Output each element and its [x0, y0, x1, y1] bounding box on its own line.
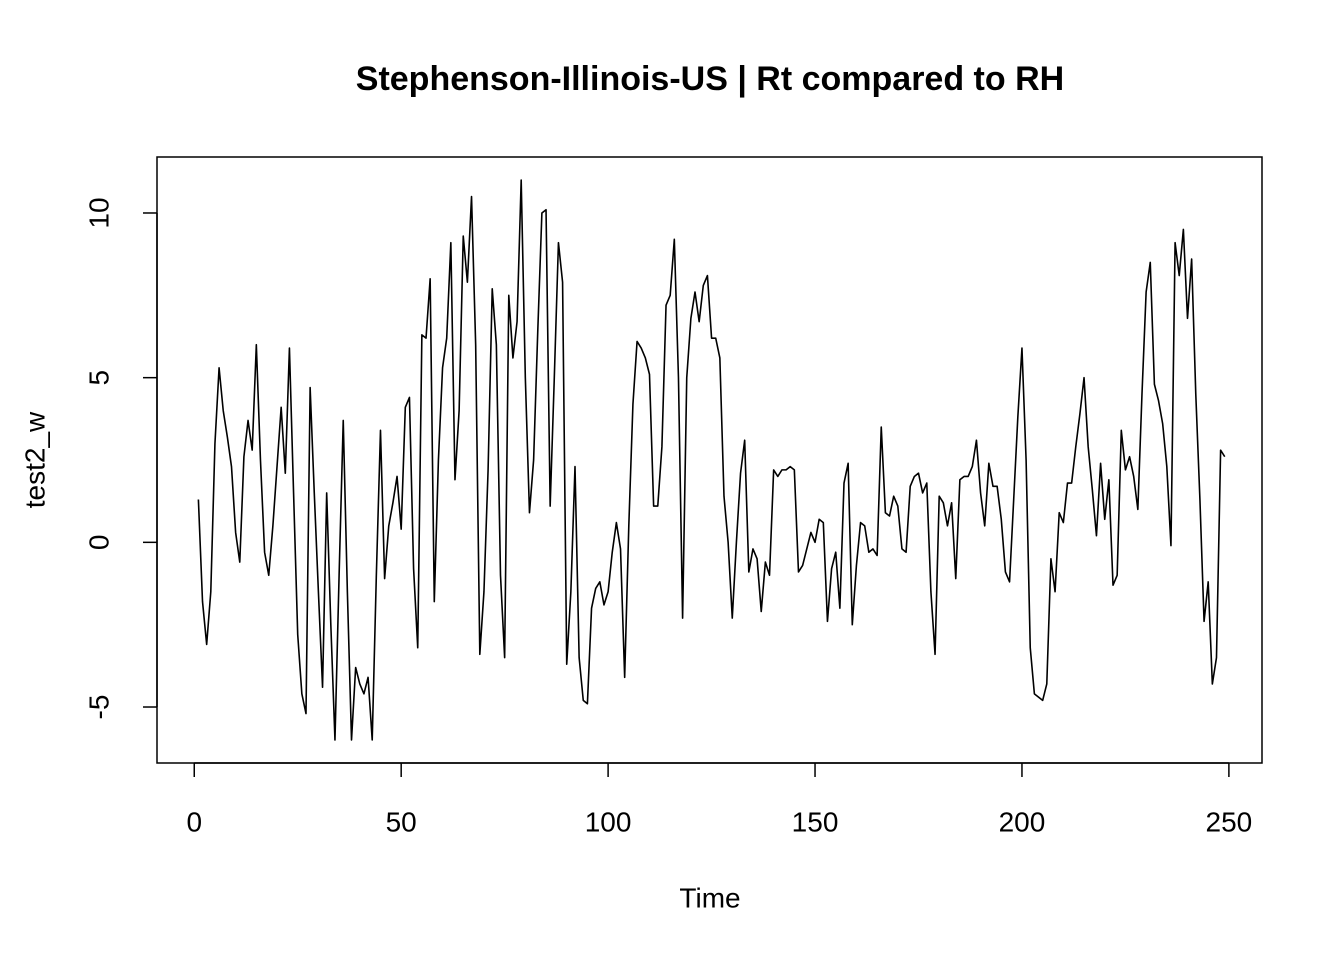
- x-tick-label: 250: [1206, 806, 1253, 837]
- x-tick-label: 50: [386, 806, 417, 837]
- x-tick-label: 100: [585, 806, 632, 837]
- x-axis-label: Time: [679, 882, 740, 913]
- y-tick-label: 10: [83, 197, 114, 228]
- y-tick-label: 5: [83, 370, 114, 386]
- y-axis-label: test2_w: [19, 411, 50, 508]
- x-tick-label: 0: [186, 806, 202, 837]
- y-tick-label: -5: [83, 695, 114, 720]
- y-tick-label: 0: [83, 535, 114, 551]
- series-line: [197, 179, 1226, 741]
- chart-title: Stephenson-Illinois-US | Rt compared to …: [356, 60, 1064, 98]
- x-tick-label: 150: [792, 806, 839, 837]
- x-tick-label: 200: [999, 806, 1046, 837]
